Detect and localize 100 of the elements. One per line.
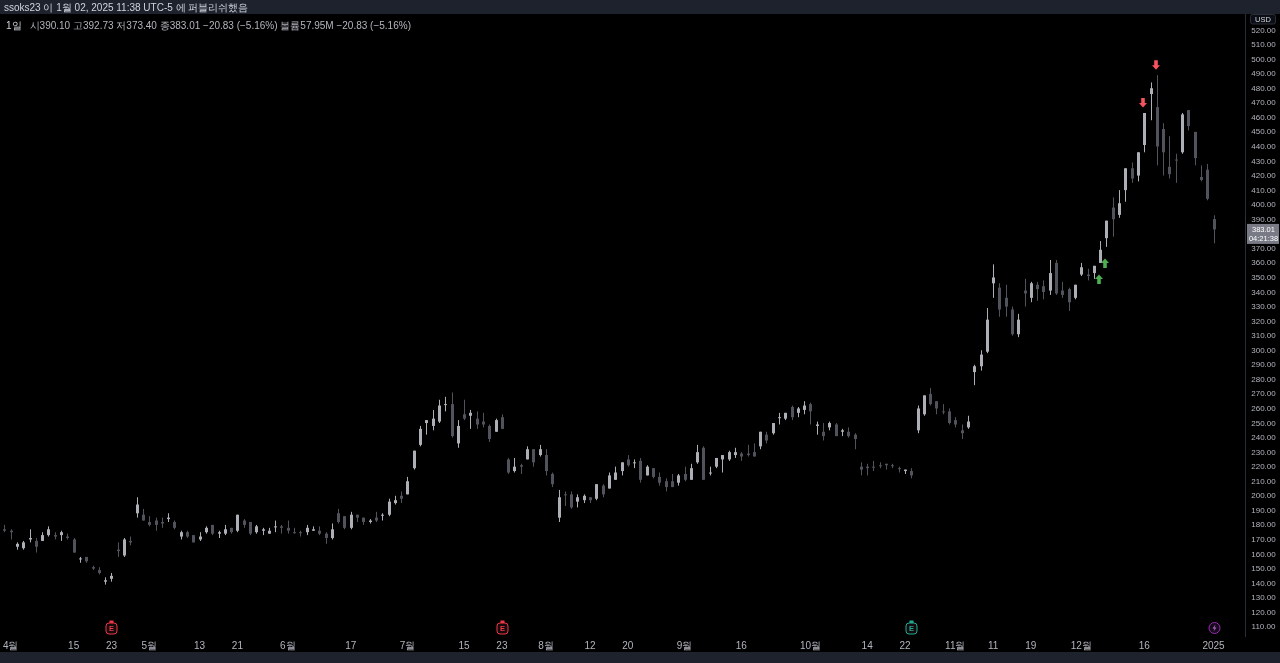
candlestick xyxy=(136,496,139,519)
candlestick xyxy=(992,263,995,299)
candlestick xyxy=(1042,279,1045,300)
x-tick-label: 5월 xyxy=(141,639,158,651)
candlestick xyxy=(1099,240,1102,264)
x-tick-label: 11월 xyxy=(945,639,966,651)
y-tick-label: 270.00 xyxy=(1251,389,1277,399)
x-tick-label: 6월 xyxy=(280,639,296,651)
candlestick xyxy=(1068,287,1071,312)
candlestick xyxy=(973,364,976,386)
candlestick xyxy=(564,490,567,507)
y-tick-label: 250.00 xyxy=(1251,418,1277,428)
y-tick-label: 370.00 xyxy=(1251,243,1277,253)
y-tick-label: 260.00 xyxy=(1251,403,1277,413)
candlestick xyxy=(998,282,1001,318)
candlestick xyxy=(545,448,548,476)
y-tick-label: 130.00 xyxy=(1251,593,1277,603)
text: 시390.10 고392.73 저373.40 종383.01 −20.83 (−5.16%) 볼륨57.95M −20.83 (−5.16%) xyxy=(29,19,411,31)
candlestick xyxy=(942,403,945,415)
candlestick xyxy=(1137,151,1140,182)
y-tick-label: 510.00 xyxy=(1251,40,1277,50)
candlestick xyxy=(872,460,875,472)
candlestick xyxy=(419,425,422,447)
candlestick xyxy=(1150,81,1153,121)
text: 1일 xyxy=(6,19,22,31)
candlestick xyxy=(1005,284,1008,318)
candlestick xyxy=(1213,214,1216,244)
x-tick-label: 15 xyxy=(458,639,471,651)
x-tick-label: 16 xyxy=(1138,639,1151,651)
x-tick-label: 21 xyxy=(231,639,244,651)
candlestick xyxy=(1036,281,1039,302)
candlestick xyxy=(438,399,441,424)
candlestick xyxy=(381,512,384,522)
candlestick xyxy=(558,489,561,523)
y-tick-label: 390.00 xyxy=(1251,214,1277,224)
candlestick xyxy=(1118,189,1121,219)
candlestick xyxy=(1112,196,1115,238)
y-tick-label: 140.00 xyxy=(1251,578,1277,588)
candlestick xyxy=(639,457,642,484)
x-tick-label: 12 xyxy=(584,639,597,651)
candlestick xyxy=(1187,109,1190,131)
candlestick xyxy=(809,402,812,425)
y-tick-label: 480.00 xyxy=(1251,83,1277,93)
y-tick-label: 410.00 xyxy=(1251,185,1277,195)
y-tick-label: 120.00 xyxy=(1251,607,1277,617)
candlestick xyxy=(1175,153,1178,184)
x-tick-label: 7월 xyxy=(399,639,416,651)
candlestick xyxy=(1017,313,1020,338)
y-tick-label: 430.00 xyxy=(1251,156,1277,166)
y-tick-label: 440.00 xyxy=(1251,141,1277,151)
y-tick-label: 460.00 xyxy=(1251,112,1277,122)
y-tick-label: 340.00 xyxy=(1251,287,1277,297)
x-tick-label: 11 xyxy=(987,639,999,651)
x-tick-label: 23 xyxy=(496,639,508,651)
x-tick-label: 19 xyxy=(1025,639,1037,651)
x-tick-label: 2025 xyxy=(1202,639,1226,651)
x-tick-label: 23 xyxy=(105,639,118,651)
candlestick xyxy=(1162,122,1165,177)
y-tick-label: 150.00 xyxy=(1251,564,1277,574)
candlestick xyxy=(432,409,435,431)
y-tick-label: 470.00 xyxy=(1251,98,1277,108)
candlestick xyxy=(1105,220,1108,248)
candlestick xyxy=(1168,135,1171,179)
y-tick-label: 400.00 xyxy=(1251,200,1277,210)
y-tick-label: 310.00 xyxy=(1251,331,1277,341)
y-tick-label: 500.00 xyxy=(1251,54,1277,64)
y-tick-label: 450.00 xyxy=(1251,127,1277,137)
y-tick-label: 170.00 xyxy=(1251,534,1277,544)
candlestick xyxy=(1049,259,1052,296)
y-tick-label: 240.00 xyxy=(1251,433,1277,443)
y-tick-label: 350.00 xyxy=(1251,272,1277,282)
x-tick-label: 17 xyxy=(345,639,357,651)
candlestick xyxy=(696,444,699,465)
x-tick-label: 15 xyxy=(68,639,80,651)
candlestick xyxy=(1030,281,1033,303)
y-tick-label: 420.00 xyxy=(1251,171,1277,181)
y-tick-label: 220.00 xyxy=(1251,462,1277,472)
y-tick-label: 320.00 xyxy=(1251,316,1277,326)
candlestick xyxy=(457,419,460,449)
y-tick-label: 300.00 xyxy=(1251,345,1277,355)
x-tick-label: 12월 xyxy=(1070,639,1092,651)
y-tick-label: 210.00 xyxy=(1251,476,1277,486)
candlestick xyxy=(917,405,920,434)
x-tick-label: 22 xyxy=(899,639,911,651)
x-tick-label: 8월 xyxy=(538,639,554,651)
candlestick xyxy=(923,394,926,417)
x-tick-label: 9월 xyxy=(676,639,693,651)
y-tick-label: 180.00 xyxy=(1251,520,1277,530)
candlestick xyxy=(463,399,466,421)
y-tick-label: 160.00 xyxy=(1251,549,1277,559)
x-tick-label: 14 xyxy=(861,639,874,651)
y-tick-label: 190.00 xyxy=(1251,505,1277,515)
y-tick-label: 280.00 xyxy=(1251,374,1277,384)
x-tick-label: 16 xyxy=(735,639,748,651)
candlestick xyxy=(1124,167,1127,203)
x-tick-label: 10월 xyxy=(799,639,822,651)
y-tick-label: 490.00 xyxy=(1251,69,1277,79)
x-tick-label: 4월 xyxy=(2,639,19,651)
text: ssoks23 이 1월 02, 2025 11:38 UTC-5 에 퍼블리쉬했음 xyxy=(4,2,249,13)
y-tick-label: 230.00 xyxy=(1251,447,1277,457)
